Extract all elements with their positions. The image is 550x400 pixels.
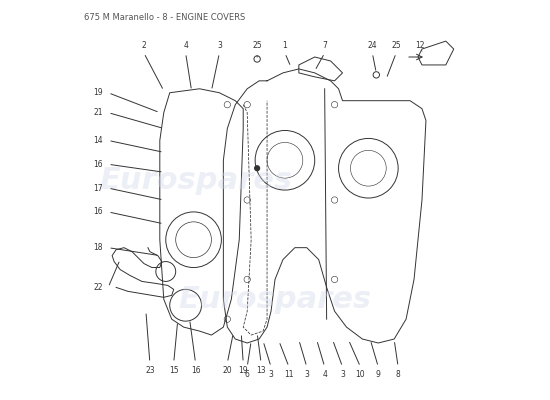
Text: 25: 25: [392, 40, 401, 50]
Text: 19: 19: [238, 366, 248, 375]
Text: 22: 22: [94, 283, 103, 292]
Text: 12: 12: [415, 40, 425, 50]
Text: 17: 17: [94, 184, 103, 192]
Text: 23: 23: [145, 366, 155, 375]
Text: 6: 6: [245, 370, 250, 379]
Text: 19: 19: [94, 88, 103, 97]
Text: Eurospares: Eurospares: [99, 166, 292, 195]
Text: 4: 4: [183, 40, 188, 50]
Text: 11: 11: [284, 370, 294, 379]
Text: 2: 2: [141, 40, 146, 50]
Text: 7: 7: [322, 40, 327, 50]
Text: 1: 1: [283, 40, 287, 50]
Circle shape: [255, 166, 260, 171]
Text: 3: 3: [340, 370, 345, 379]
Text: 24: 24: [367, 40, 377, 50]
Text: 15: 15: [169, 366, 179, 375]
Text: 675 M Maranello - 8 - ENGINE COVERS: 675 M Maranello - 8 - ENGINE COVERS: [84, 13, 246, 22]
Text: 4: 4: [322, 370, 327, 379]
Text: 8: 8: [396, 370, 400, 379]
Text: 16: 16: [191, 366, 200, 375]
Text: 21: 21: [94, 108, 103, 117]
Text: 20: 20: [223, 366, 232, 375]
Text: 16: 16: [94, 208, 103, 216]
Text: 25: 25: [252, 40, 262, 50]
Text: 16: 16: [94, 160, 103, 169]
Text: 10: 10: [356, 370, 365, 379]
Text: Eurospares: Eurospares: [179, 285, 371, 314]
Text: 9: 9: [376, 370, 381, 379]
Text: 3: 3: [268, 370, 273, 379]
Text: 14: 14: [94, 136, 103, 145]
Text: 3: 3: [304, 370, 309, 379]
Text: 13: 13: [256, 366, 266, 375]
Text: 3: 3: [217, 40, 222, 50]
Text: 18: 18: [94, 243, 103, 252]
